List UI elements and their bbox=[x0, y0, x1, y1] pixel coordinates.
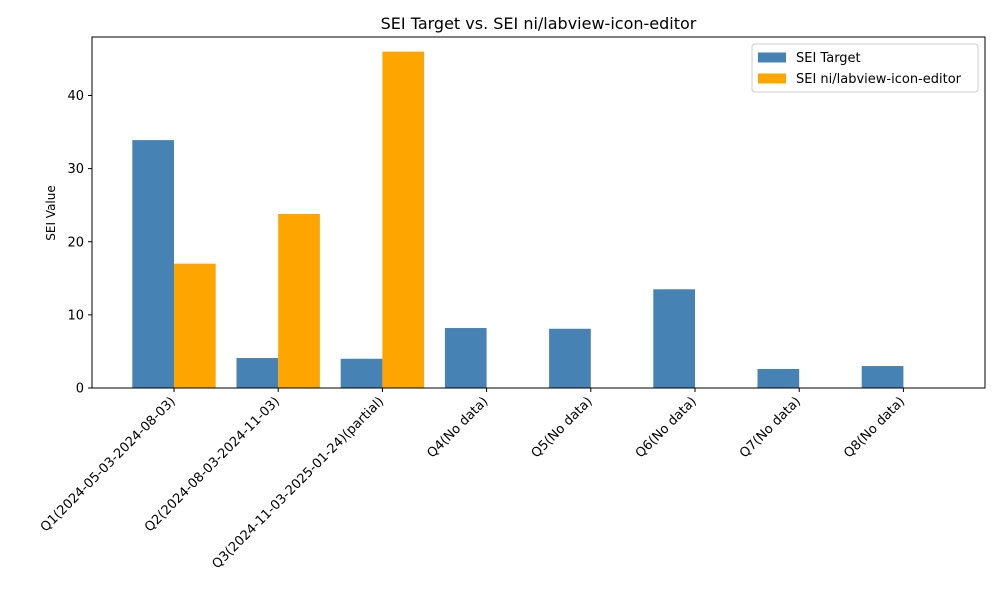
bar-series2-2 bbox=[278, 213, 320, 388]
bar-series1-6 bbox=[653, 289, 695, 388]
bar-series1-2 bbox=[236, 358, 279, 388]
bar-series1-1 bbox=[132, 140, 174, 388]
bar-series1-3 bbox=[340, 358, 383, 388]
y-tick-label: 40 bbox=[67, 89, 84, 104]
bar-series1-8 bbox=[861, 366, 904, 388]
bar-series2-1 bbox=[174, 263, 216, 388]
x-tick-label: Q6(No data) bbox=[633, 394, 700, 461]
bar-series1-4 bbox=[444, 328, 487, 388]
bar-series2-3 bbox=[382, 51, 425, 389]
legend: SEI Target SEI ni/labview-icon-editor bbox=[751, 43, 979, 93]
y-tick-label: 10 bbox=[67, 308, 84, 323]
y-tick-label: 0 bbox=[76, 382, 84, 397]
legend-label: SEI Target bbox=[796, 51, 861, 66]
legend-label: SEI ni/labview-icon-editor bbox=[796, 72, 962, 87]
x-tick-label: Q7(No data) bbox=[737, 394, 804, 461]
legend-swatch bbox=[758, 52, 786, 63]
bar-series1-5 bbox=[549, 328, 591, 388]
y-tick-label: 20 bbox=[67, 235, 84, 250]
plot-frame bbox=[91, 36, 986, 389]
chart-title: SEI Target vs. SEI ni/labview-icon-edito… bbox=[381, 14, 697, 33]
x-tick-label: Q3(2024-11-03-2025-01-24)(partial) bbox=[209, 394, 387, 572]
bar-series1-7 bbox=[757, 368, 800, 388]
x-tick-label: Q8(No data) bbox=[841, 394, 908, 461]
x-tick-label: Q4(No data) bbox=[424, 394, 491, 461]
y-tick-label: 30 bbox=[67, 162, 84, 177]
legend-swatch bbox=[758, 73, 786, 84]
x-tick-label: Q5(No data) bbox=[529, 394, 596, 461]
plot-area: 010203040Q1(2024-05-03-2024-08-03)Q2(202… bbox=[38, 36, 986, 572]
y-axis-label: SEI Value bbox=[44, 185, 58, 241]
legend-box bbox=[751, 43, 979, 93]
